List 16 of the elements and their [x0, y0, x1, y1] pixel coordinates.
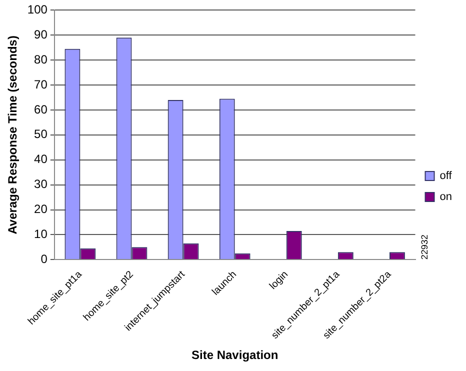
y-tick-label: 100 [27, 2, 48, 17]
y-tick-label: 70 [34, 77, 48, 92]
y-tick-label: 90 [34, 27, 48, 42]
y-tick-label: 10 [34, 227, 48, 242]
y-axis-title: Average Response Time (seconds) [6, 36, 20, 234]
text: 22932 [420, 234, 430, 260]
y-tick-label: 30 [34, 177, 48, 192]
x-axis-title: Site Navigation [192, 348, 278, 362]
y-tick-label: 20 [34, 202, 48, 216]
y-tick-label: 0 [40, 252, 48, 266]
legend-label: off [440, 170, 453, 182]
y-tick-label: 40 [34, 152, 48, 166]
y-tick-label: 80 [34, 52, 48, 66]
legend-label: on [440, 191, 452, 204]
y-tick-label: 60 [34, 102, 48, 116]
y-tick-label: 50 [34, 127, 48, 142]
